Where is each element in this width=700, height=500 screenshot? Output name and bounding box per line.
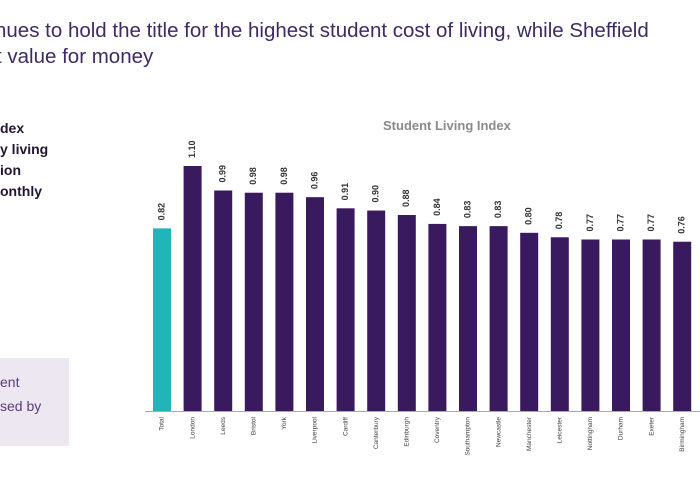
headline-line-1: nues to hold the title for the highest s… <box>0 19 649 42</box>
left-text-line: dex <box>0 120 25 136</box>
category-tick-label: Cardiff <box>342 417 349 436</box>
category-tick-label: Coventry <box>434 416 441 443</box>
data-label: 0.84 <box>432 198 442 216</box>
bar-durham <box>612 239 630 411</box>
left-text-line: onthly <box>0 183 42 199</box>
data-label: 0.98 <box>279 167 289 185</box>
category-tick-label: Newcastle <box>495 417 502 447</box>
category-tick-label: Total <box>159 416 166 430</box>
bar-birmingham <box>673 241 692 411</box>
data-label: 0.91 <box>340 183 350 201</box>
data-label: 0.77 <box>585 214 595 232</box>
category-tick-label: Bristol <box>251 416 258 435</box>
data-label: 0.82 <box>156 203 166 221</box>
category-tick-label: Exeter <box>648 416 655 436</box>
category-tick-label: Leicester <box>557 416 564 443</box>
data-label: 0.76 <box>677 216 687 234</box>
bar-canterbury <box>367 210 386 411</box>
bar-nottingham <box>581 239 600 411</box>
data-label: 0.77 <box>646 214 656 232</box>
category-tick-label: Canterbury <box>373 416 380 449</box>
data-label: 0.96 <box>309 172 319 190</box>
headline-line-2: t value for money <box>0 45 154 68</box>
data-label: 0.88 <box>401 189 411 207</box>
bar-london <box>183 166 202 411</box>
category-tick-label: Liverpool <box>312 416 319 443</box>
bar-coventry <box>428 223 447 411</box>
bar-total <box>153 228 171 411</box>
category-tick-label: Edinburgh <box>404 417 411 447</box>
data-label: 0.77 <box>615 214 625 232</box>
bar-manchester <box>520 232 539 411</box>
callout-box: ent sed by <box>0 358 69 446</box>
data-label: 1.10 <box>187 140 197 158</box>
bar-liverpool <box>306 197 324 411</box>
bar-leeds <box>214 190 233 411</box>
category-tick-label: Southampton <box>465 417 472 456</box>
left-description: dex y living ion onthly <box>0 118 48 202</box>
bar-newcastle <box>489 226 508 411</box>
category-tick-label: Durham <box>618 417 625 440</box>
data-label: 0.83 <box>462 201 472 219</box>
left-text-line: y living <box>0 141 49 157</box>
bar-exeter <box>642 239 661 411</box>
data-label: 0.78 <box>554 212 564 230</box>
data-label: 0.98 <box>248 167 258 185</box>
bar-leicester <box>550 237 569 411</box>
bar-bristol <box>244 192 263 411</box>
data-label: 0.80 <box>524 207 534 225</box>
data-label: 0.90 <box>371 185 381 203</box>
category-tick-label: Nottingham <box>587 417 594 450</box>
category-tick-label: Manchester <box>526 416 533 451</box>
bar-york <box>275 192 294 411</box>
left-text-line: ion <box>0 162 21 178</box>
bar-edinburgh <box>397 215 416 411</box>
bar-cardiff <box>336 208 355 411</box>
callout-line-2: sed by <box>0 398 42 414</box>
bar-southampton <box>459 226 477 411</box>
category-tick-label: Leeds <box>220 416 227 434</box>
chart-title: Student Living Index <box>383 118 511 133</box>
data-label: 0.99 <box>218 165 228 183</box>
category-tick-label: London <box>189 417 196 439</box>
callout-line-1: ent <box>0 374 20 390</box>
category-tick-label: Birmingham <box>679 417 686 452</box>
data-label: 0.83 <box>493 201 503 219</box>
category-tick-label: York <box>281 416 288 430</box>
